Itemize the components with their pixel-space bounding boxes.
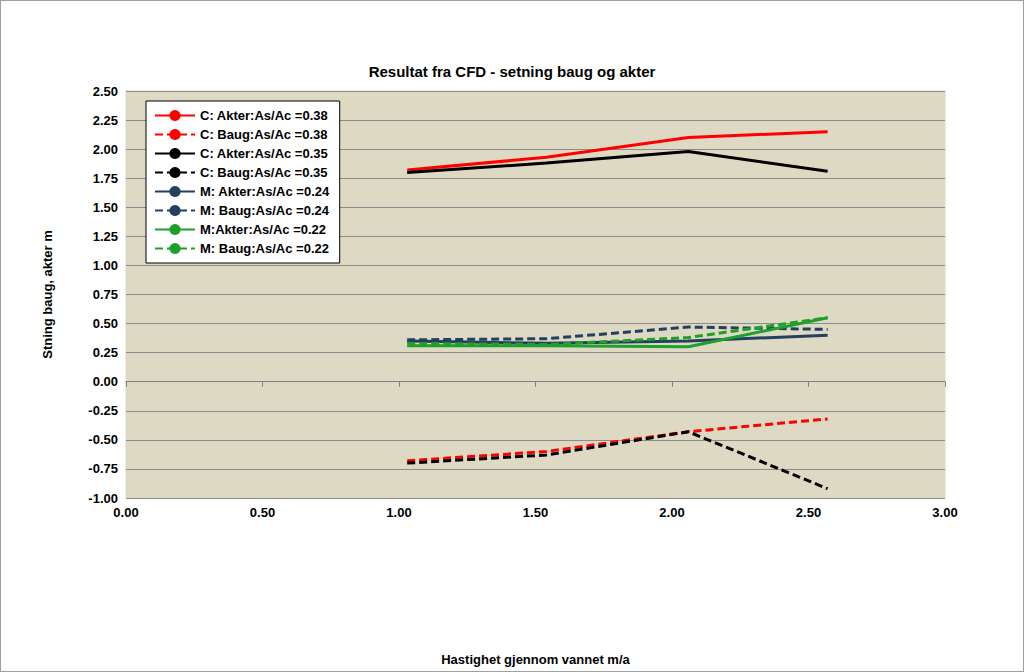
svg-text:-0.25: -0.25 bbox=[88, 403, 118, 418]
svg-text:C: Baug:As/Ac =0.38: C: Baug:As/Ac =0.38 bbox=[200, 127, 328, 142]
svg-text:2.00: 2.00 bbox=[93, 142, 118, 157]
svg-text:3.00: 3.00 bbox=[932, 505, 957, 520]
svg-text:0.00: 0.00 bbox=[113, 505, 138, 520]
svg-text:1.25: 1.25 bbox=[93, 229, 118, 244]
svg-text:1.75: 1.75 bbox=[93, 171, 118, 186]
svg-text:M: Baug:As/Ac =0.22: M: Baug:As/Ac =0.22 bbox=[200, 241, 329, 256]
svg-text:2.50: 2.50 bbox=[796, 505, 821, 520]
svg-text:C: Akter:As/Ac =0.35: C: Akter:As/Ac =0.35 bbox=[200, 146, 328, 161]
svg-text:C: Akter:As/Ac =0.38: C: Akter:As/Ac =0.38 bbox=[200, 108, 328, 123]
svg-text:-0.50: -0.50 bbox=[88, 432, 118, 447]
svg-text:0.50: 0.50 bbox=[93, 316, 118, 331]
svg-text:2.50: 2.50 bbox=[93, 84, 118, 99]
svg-text:0.75: 0.75 bbox=[93, 287, 118, 302]
svg-text:1.00: 1.00 bbox=[93, 258, 118, 273]
svg-text:-1.00: -1.00 bbox=[88, 491, 118, 506]
svg-text:1.00: 1.00 bbox=[386, 505, 411, 520]
svg-text:1.50: 1.50 bbox=[93, 200, 118, 215]
svg-text:Hastighet gjennom vannet m/a: Hastighet gjennom vannet m/a bbox=[441, 652, 630, 667]
svg-text:2.00: 2.00 bbox=[659, 505, 684, 520]
svg-text:M:Akter:As/Ac =0.22: M:Akter:As/Ac =0.22 bbox=[200, 222, 326, 237]
svg-text:0.25: 0.25 bbox=[93, 345, 118, 360]
svg-text:Resultat fra CFD - setning bau: Resultat fra CFD - setning baug og akter bbox=[369, 63, 656, 80]
svg-text:C: Baug:As/Ac =0.35: C: Baug:As/Ac =0.35 bbox=[200, 165, 328, 180]
svg-text:-0.75: -0.75 bbox=[88, 461, 118, 476]
svg-text:M: Baug:As/Ac =0.24: M: Baug:As/Ac =0.24 bbox=[200, 203, 330, 218]
svg-text:2.25: 2.25 bbox=[93, 113, 118, 128]
svg-text:0.50: 0.50 bbox=[250, 505, 275, 520]
svg-text:M: Akter:As/Ac =0.24: M: Akter:As/Ac =0.24 bbox=[200, 184, 330, 199]
svg-text:Stning baug, akter m: Stning baug, akter m bbox=[40, 230, 55, 359]
svg-text:0.00: 0.00 bbox=[93, 374, 118, 389]
svg-text:1.50: 1.50 bbox=[523, 505, 548, 520]
